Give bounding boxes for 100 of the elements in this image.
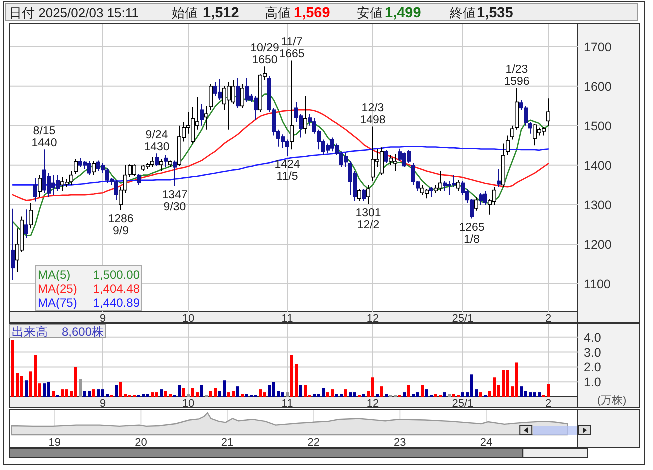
x-tick-label: 10 — [182, 313, 195, 325]
text: 始値 — [172, 6, 198, 20]
annotation: 9/24 — [146, 130, 169, 142]
annotation: 1301 — [356, 208, 382, 220]
bar — [115, 385, 118, 397]
bar — [160, 390, 163, 397]
candlestick — [240, 84, 244, 109]
annotation: 1,500.00 — [93, 268, 140, 282]
annotation: 1440 — [32, 138, 58, 150]
x-tick-label: 20 — [135, 437, 148, 449]
bar — [403, 392, 406, 397]
annotation: 1265 — [459, 222, 485, 234]
annotation: 1347 — [162, 189, 188, 202]
bar — [25, 380, 28, 397]
candlestick — [209, 84, 213, 111]
bar — [380, 386, 384, 397]
candlestick — [92, 160, 96, 176]
candlestick — [204, 106, 208, 130]
annotation: 1430 — [144, 142, 170, 154]
candlestick — [29, 202, 33, 230]
x-tick-label: 11 — [282, 398, 294, 410]
annotation: 1,440.89 — [93, 296, 140, 310]
bar — [480, 392, 482, 397]
y-tick-label: 1600 — [584, 80, 612, 94]
bar — [344, 390, 348, 397]
x-tick-label: 25/1 — [452, 313, 474, 325]
bar — [286, 392, 289, 397]
candlestick — [362, 188, 366, 202]
annotation: 1424 — [274, 158, 301, 171]
candlestick — [456, 180, 460, 192]
y-tick-label: 1500 — [584, 119, 612, 134]
y-tick-label: 3.0 — [584, 346, 602, 360]
annotation: 12/3 — [362, 102, 384, 115]
annotation: 1286 — [108, 213, 134, 226]
annotation: 1/23 — [506, 64, 528, 76]
x-tick-label: 12 — [366, 398, 380, 410]
text: 1,512 — [203, 6, 240, 22]
candlestick — [236, 78, 240, 109]
candlestick — [366, 184, 370, 206]
candlestick — [164, 155, 168, 168]
bar — [376, 394, 379, 397]
bar — [52, 391, 55, 397]
text: MA(25) — [38, 282, 78, 296]
annotation: 8,600株 — [62, 325, 104, 339]
x-tick-label: 22 — [308, 437, 320, 449]
y-tick-label: 1100 — [584, 277, 611, 292]
candlestick — [24, 209, 28, 240]
candlestick — [474, 196, 478, 212]
candlestick — [528, 121, 532, 134]
y-tick-label: 2.0 — [584, 360, 602, 375]
candlestick — [290, 60, 294, 150]
bar — [182, 388, 186, 397]
candlestick — [74, 159, 78, 175]
annotation: 1596 — [504, 76, 530, 88]
bar — [448, 394, 451, 397]
bar — [300, 385, 302, 397]
text: 終値 — [449, 6, 476, 20]
y-tick-label: 1400 — [584, 158, 612, 173]
candlestick — [510, 125, 514, 140]
annotation: 1/8 — [464, 234, 480, 246]
candlestick — [173, 160, 177, 187]
candlestick — [11, 208, 15, 280]
text: 安値 — [357, 6, 383, 20]
candlestick — [506, 135, 510, 156]
x-tick-label: 21 — [221, 437, 234, 449]
candlestick — [137, 174, 141, 186]
candlestick — [200, 104, 204, 126]
annotation: 8/15 — [33, 126, 56, 138]
annotation: 12/2 — [357, 220, 380, 232]
annotation: 11/7 — [281, 36, 303, 49]
x-tick-label: 25/1 — [452, 398, 474, 410]
x-tick-label: 9 — [100, 313, 106, 325]
bar — [408, 385, 410, 397]
x-tick-label: 24 — [480, 437, 493, 449]
y-tick-label: 1200 — [584, 238, 612, 252]
text: 高値 — [265, 6, 291, 20]
candlestick — [384, 150, 388, 164]
bar — [200, 385, 204, 397]
candlestick — [546, 98, 550, 127]
candlestick — [155, 153, 159, 167]
candlestick — [358, 188, 362, 202]
x-tick-label: 2 — [545, 398, 552, 410]
annotation: 1650 — [252, 54, 278, 67]
candlestick — [497, 168, 501, 188]
annotation: 10/29 — [250, 42, 280, 55]
annotation: 1498 — [360, 114, 386, 127]
y-tick-label: 1700 — [584, 40, 612, 54]
bar — [421, 385, 424, 397]
chart-title: 出来高 — [12, 325, 48, 339]
x-tick-label: 12 — [366, 313, 380, 325]
y-axis-title: (万株) — [597, 394, 627, 407]
x-tick-label: 11 — [282, 313, 294, 325]
bar — [444, 392, 446, 397]
x-tick-label: 10 — [182, 398, 195, 410]
text: 1,499 — [385, 6, 422, 22]
bar — [241, 394, 244, 397]
bar — [385, 394, 388, 397]
y-tick-label: 4.0 — [584, 330, 602, 345]
candlestick — [34, 178, 38, 202]
text: MA(5) — [38, 268, 71, 282]
